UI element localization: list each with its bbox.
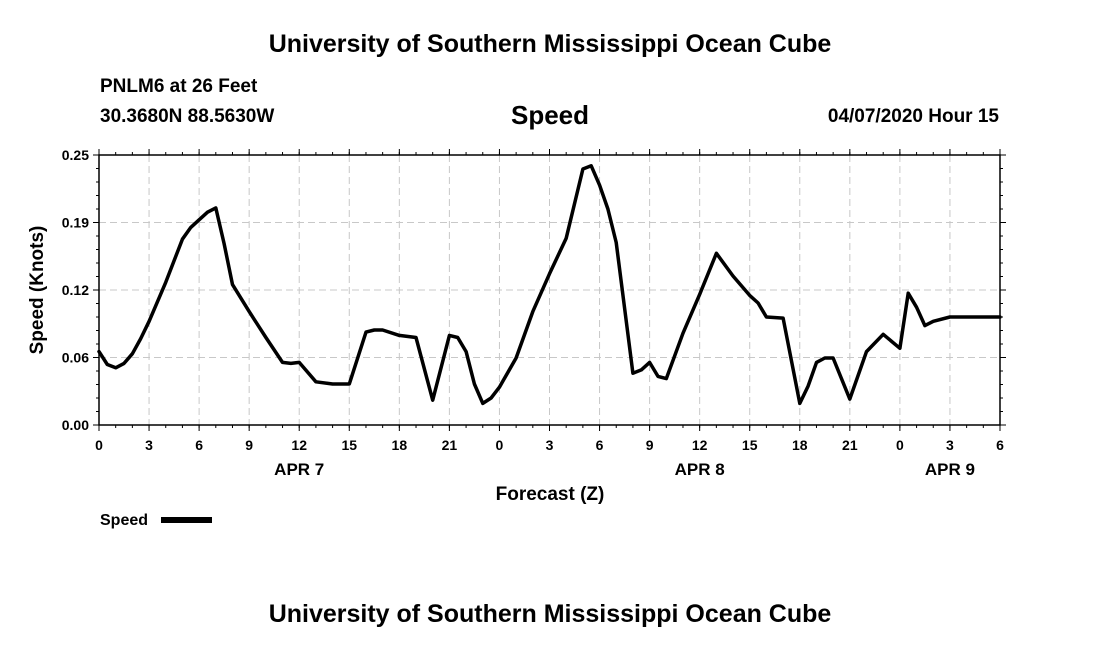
- x-tick-label: 6: [596, 437, 604, 453]
- x-tick-label: 21: [442, 437, 458, 453]
- y-tick-label: 0.12: [62, 282, 89, 298]
- footer-title: University of Southern Mississippi Ocean…: [268, 600, 832, 628]
- x-tick-label: 6: [996, 437, 1004, 453]
- series-line-speed: [97, 164, 1002, 406]
- y-tick-label: 0.25: [62, 147, 89, 163]
- x-tick-label: 0: [496, 437, 504, 453]
- x-tick-label: 0: [896, 437, 904, 453]
- x-tick-label: 15: [742, 437, 758, 453]
- station-label: PNLM6 at 26 Feet: [100, 76, 258, 97]
- plot-frame: [98, 154, 1001, 426]
- speed-chart: 0.00 0.06 0.12 0.19 0.25 0 3 6 9 12 15 18 21 0 3 6 9 12 15…: [27, 147, 1006, 529]
- x-tick-label: 9: [245, 437, 253, 453]
- x-tick-label: 21: [842, 437, 858, 453]
- chart-title: University of Southern Mississippi Ocean…: [268, 30, 832, 58]
- x-tick-label: 15: [341, 437, 357, 453]
- x-tick-label: 12: [291, 437, 307, 453]
- y-tick-label: 0.00: [62, 417, 89, 433]
- x-tick-label: 6: [195, 437, 203, 453]
- y-axis-label: Speed (Knots): [27, 226, 48, 355]
- tick-labels: 0.00 0.06 0.12 0.19 0.25 0 3 6 9 12 15 18 21 0 3 6 9 12 15…: [62, 147, 1004, 479]
- grid: [99, 155, 1000, 425]
- axes: [93, 149, 1006, 431]
- legend-label: Speed: [100, 512, 148, 529]
- x-tick-label: 18: [792, 437, 808, 453]
- variable-name: Speed: [510, 100, 590, 130]
- station-coordinates: 30.3680N 88.5630W: [100, 106, 275, 127]
- forecast-datetime: 04/07/2020 Hour 15: [827, 106, 999, 127]
- x-tick-label: 18: [392, 437, 408, 453]
- y-tick-label: 0.06: [62, 350, 89, 366]
- series-layer: [97, 164, 1002, 406]
- day-label: APR 8: [675, 460, 725, 479]
- x-tick-label: 9: [646, 437, 654, 453]
- x-tick-label: 12: [692, 437, 708, 453]
- x-tick-label: 3: [145, 437, 153, 453]
- x-axis-label: Forecast (Z): [496, 484, 605, 505]
- y-tick-label: 0.19: [62, 215, 89, 231]
- x-tick-label: 3: [946, 437, 954, 453]
- legend: Speed: [100, 512, 212, 529]
- x-tick-label: 3: [546, 437, 554, 453]
- day-label: APR 7: [274, 460, 324, 479]
- x-tick-label: 0: [95, 437, 103, 453]
- day-label: APR 9: [925, 460, 975, 479]
